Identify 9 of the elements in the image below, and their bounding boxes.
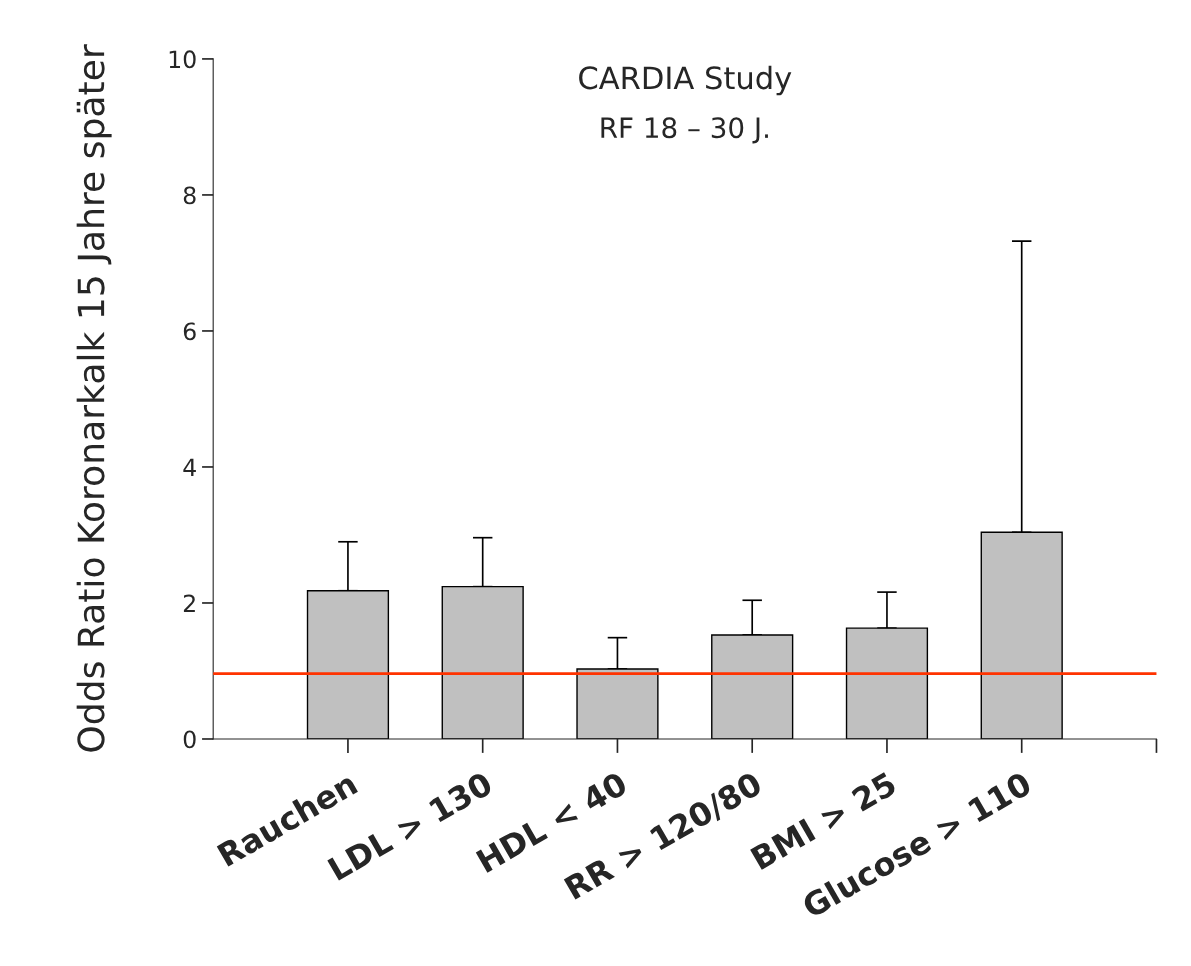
- chart-title: CARDIA Study: [579, 65, 792, 96]
- y-tick-label: 0: [183, 730, 196, 749]
- y-tick-label: 6: [183, 322, 196, 341]
- y-tick-label: 4: [183, 458, 196, 476]
- y-tick-label: 10: [169, 50, 196, 69]
- y-axis-title: Odds Ratio Koronarkalk 15 Jahre später: [76, 44, 112, 752]
- y-tick-label: 2: [183, 594, 195, 612]
- y-tick-label: 8: [183, 186, 196, 205]
- text: RF 18 – 30 J.: [601, 117, 768, 144]
